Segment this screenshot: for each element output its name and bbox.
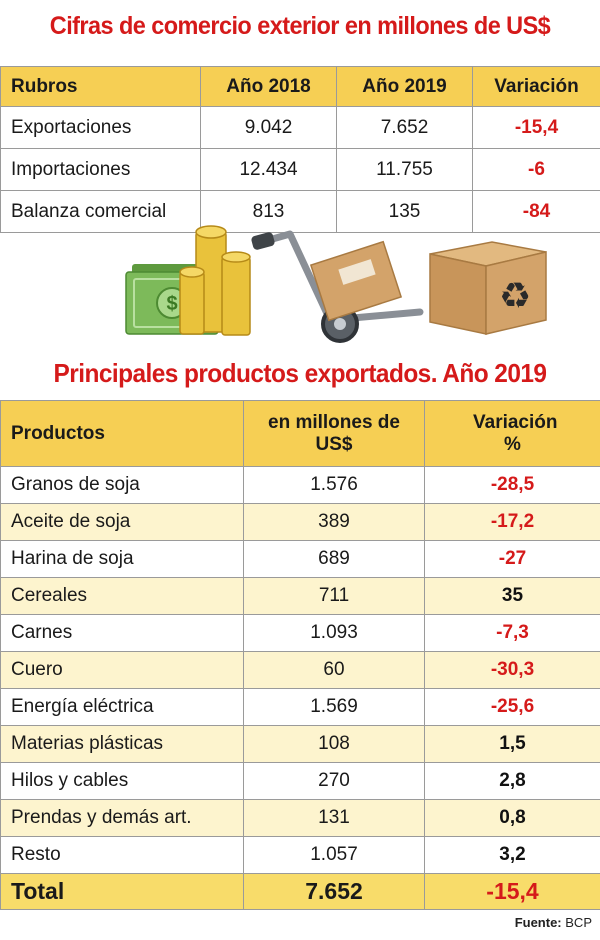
table-row: Aceite de soja 389 -17,2 <box>0 503 600 541</box>
row-label: Exportaciones <box>0 106 201 149</box>
export-value: 1.093 <box>243 614 425 652</box>
cardboard-box-icon <box>309 240 403 322</box>
source-value: BCP <box>565 915 592 930</box>
total-variation: -15,4 <box>424 873 600 910</box>
export-value: 108 <box>243 725 425 763</box>
table-row: Cuero 60 -30,3 <box>0 651 600 689</box>
hand-truck-icon <box>251 230 424 343</box>
section-title: Principales productos exportados. Año 20… <box>53 358 547 388</box>
table-row: Granos de soja 1.576 -28,5 <box>0 466 600 504</box>
variation-value: 1,5 <box>424 725 600 763</box>
export-value: 1.569 <box>243 688 425 726</box>
variation-value: -28,5 <box>424 466 600 504</box>
export-value: 689 <box>243 540 425 578</box>
gold-coins-icon <box>179 225 251 336</box>
product-label: Cereales <box>0 577 244 615</box>
product-label: Granos de soja <box>0 466 244 504</box>
export-value: 711 <box>243 577 425 615</box>
variation-value: -25,6 <box>424 688 600 726</box>
product-label: Resto <box>0 836 244 874</box>
exports-table: Productos en millones de US$ Variación %… <box>0 400 600 910</box>
table-row: Materias plásticas 108 1,5 <box>0 725 600 763</box>
product-label: Prendas y demás art. <box>0 799 244 837</box>
table-row: Harina de soja 689 -27 <box>0 540 600 578</box>
product-label: Energía eléctrica <box>0 688 244 726</box>
svg-text:♻: ♻ <box>499 276 531 317</box>
value-2019: 11.755 <box>336 148 473 191</box>
header-variacion: Variación <box>472 66 600 107</box>
variation-value: 35 <box>424 577 600 615</box>
export-value: 270 <box>243 762 425 800</box>
variation-value: -27 <box>424 540 600 578</box>
header-2019: Año 2019 <box>336 66 473 107</box>
trade-illustration: $ ♻ <box>125 225 547 343</box>
product-label: Hilos y cables <box>0 762 244 800</box>
product-label: Materias plásticas <box>0 725 244 763</box>
variation-value: -7,3 <box>424 614 600 652</box>
table-row: Carnes 1.093 -7,3 <box>0 614 600 652</box>
table-row: Balanza comercial 813 135 -84 <box>0 190 600 233</box>
header-valor: en millones de US$ <box>243 400 425 467</box>
variation-value: 0,8 <box>424 799 600 837</box>
total-label: Total <box>0 873 244 910</box>
table-row: Cereales 711 35 <box>0 577 600 615</box>
row-label: Balanza comercial <box>0 190 201 233</box>
source-note: Fuente: BCP <box>515 915 592 930</box>
value-2018: 9.042 <box>200 106 337 149</box>
table-row: Resto 1.057 3,2 <box>0 836 600 874</box>
export-value: 1.576 <box>243 466 425 504</box>
variation-value: -17,2 <box>424 503 600 541</box>
trade-summary-table: Rubros Año 2018 Año 2019 Variación Expor… <box>0 66 600 233</box>
variation-value: 3,2 <box>424 836 600 874</box>
main-title: Cifras de comercio exterior en millones … <box>49 12 551 40</box>
header-productos: Productos <box>0 400 244 467</box>
row-label: Importaciones <box>0 148 201 191</box>
product-label: Carnes <box>0 614 244 652</box>
table-header-row: Productos en millones de US$ Variación % <box>0 400 600 467</box>
header-2018: Año 2018 <box>200 66 337 107</box>
export-value: 60 <box>243 651 425 689</box>
table-row: Prendas y demás art. 131 0,8 <box>0 799 600 837</box>
total-value: 7.652 <box>243 873 425 910</box>
header-rubros: Rubros <box>0 66 201 107</box>
recycle-box-icon: ♻ <box>429 241 547 335</box>
export-value: 389 <box>243 503 425 541</box>
table-row: Energía eléctrica 1.569 -25,6 <box>0 688 600 726</box>
value-2018: 813 <box>200 190 337 233</box>
export-value: 131 <box>243 799 425 837</box>
product-label: Cuero <box>0 651 244 689</box>
table-row: Importaciones 12.434 11.755 -6 <box>0 148 600 191</box>
variation-value: -30,3 <box>424 651 600 689</box>
svg-text:$: $ <box>166 293 177 315</box>
variation-value: -6 <box>472 148 600 191</box>
value-2018: 12.434 <box>200 148 337 191</box>
product-label: Aceite de soja <box>0 503 244 541</box>
table-header-row: Rubros Año 2018 Año 2019 Variación <box>0 66 600 107</box>
variation-value: 2,8 <box>424 762 600 800</box>
table-row: Hilos y cables 270 2,8 <box>0 762 600 800</box>
product-label: Harina de soja <box>0 540 244 578</box>
total-row: Total 7.652 -15,4 <box>0 873 600 910</box>
value-2019: 7.652 <box>336 106 473 149</box>
source-label: Fuente: <box>514 915 562 930</box>
variation-value: -84 <box>472 190 600 233</box>
export-value: 1.057 <box>243 836 425 874</box>
header-variacion: Variación % <box>424 400 600 467</box>
table-row: Exportaciones 9.042 7.652 -15,4 <box>0 106 600 149</box>
variation-value: -15,4 <box>472 106 600 149</box>
